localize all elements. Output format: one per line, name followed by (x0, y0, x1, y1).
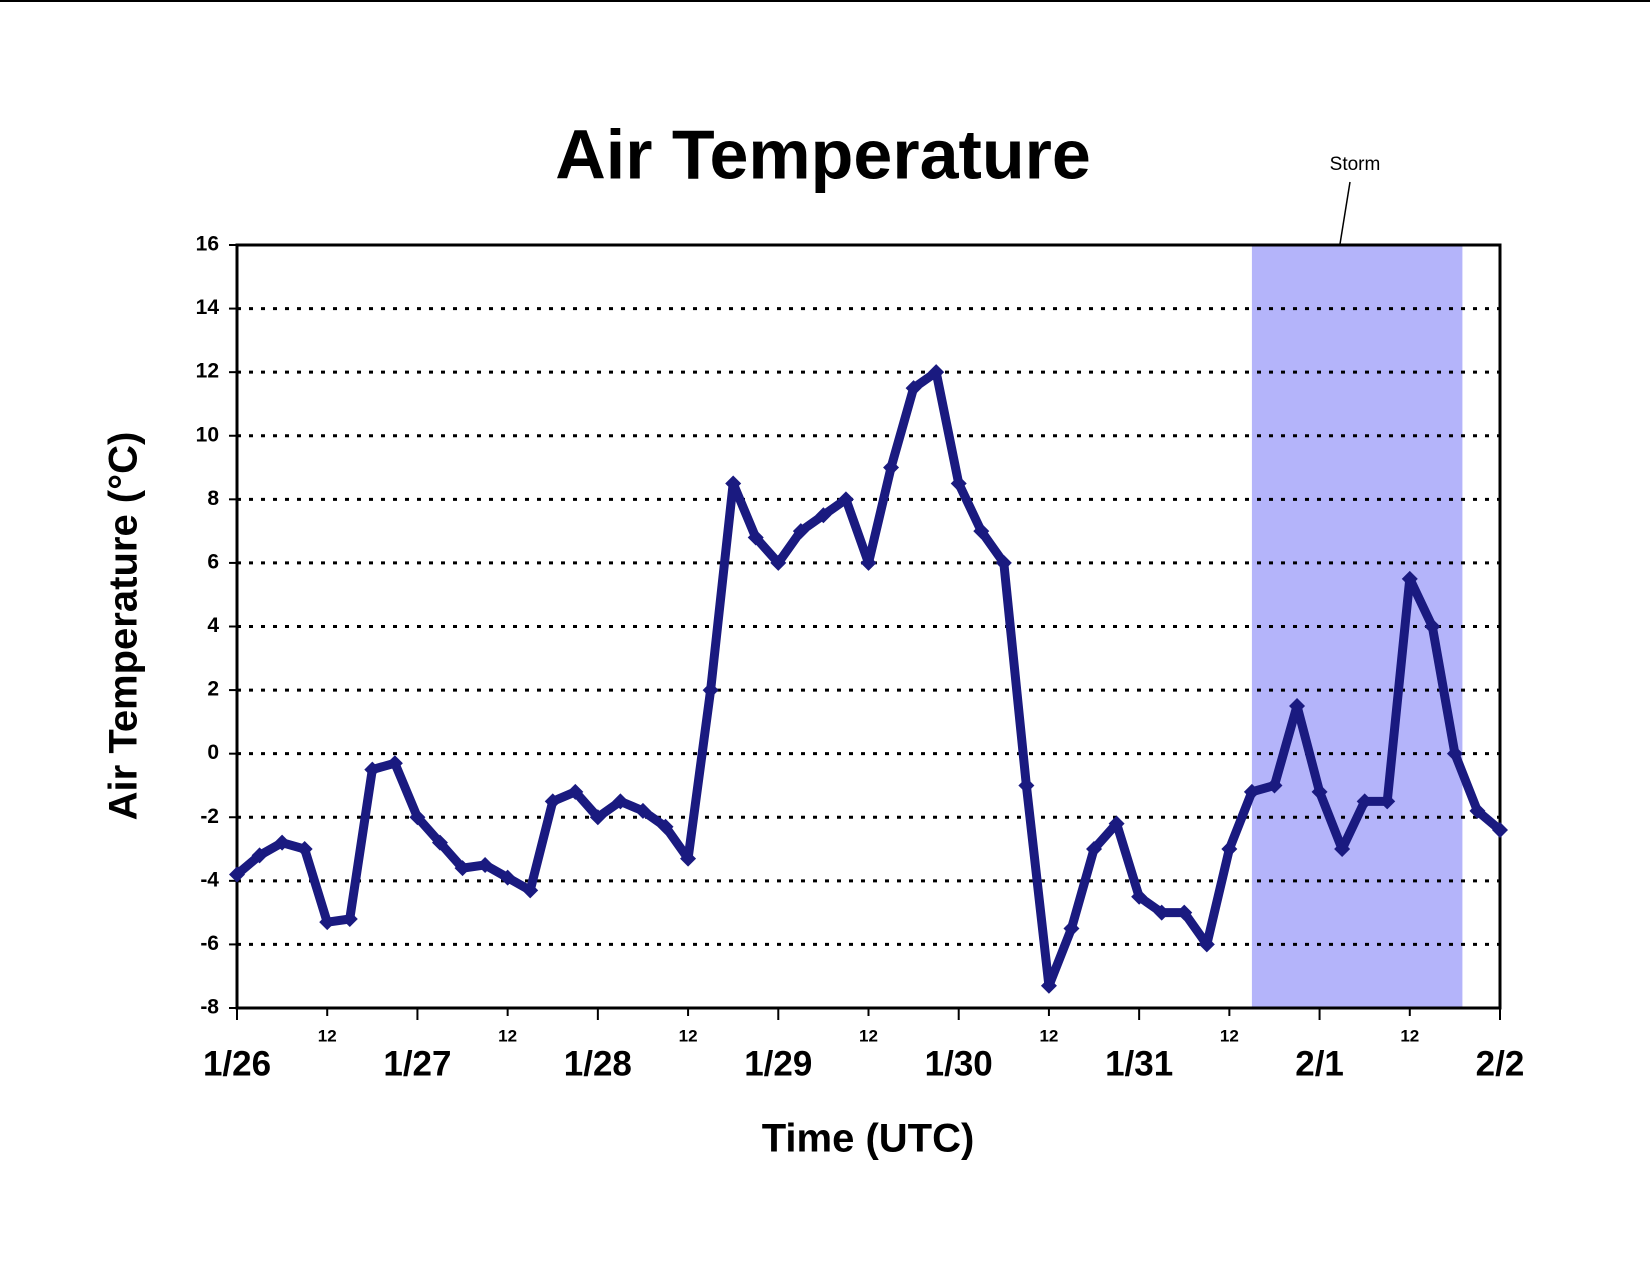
data-point (544, 793, 561, 810)
data-point (860, 554, 877, 571)
data-point (747, 529, 764, 546)
data-point (1108, 815, 1125, 832)
data-point (1469, 802, 1486, 819)
data-point (883, 459, 900, 476)
data-point (229, 866, 245, 883)
y-tick-label: 4 (207, 614, 219, 637)
x-tick-label: 12 (1220, 1026, 1239, 1045)
data-point (1198, 936, 1215, 953)
y-tick-label: 2 (207, 678, 219, 701)
y-tick-label: 16 (196, 233, 219, 256)
y-tick-label: 6 (207, 550, 219, 573)
data-point (1131, 888, 1148, 905)
x-tick-label: 1/28 (564, 1044, 632, 1083)
data-point (973, 523, 990, 540)
y-tick-label: 8 (207, 487, 219, 510)
data-point (296, 841, 313, 858)
data-point (386, 755, 403, 772)
data-point (1018, 777, 1035, 794)
data-point (702, 682, 719, 699)
x-tick-label: 12 (318, 1026, 337, 1045)
data-point (1243, 783, 1260, 800)
x-tick-label: 12 (498, 1026, 517, 1045)
x-tick-label: 1/26 (203, 1044, 271, 1083)
data-point (905, 380, 922, 397)
x-tick-label: 2/2 (1476, 1044, 1525, 1083)
x-tick-label: 12 (859, 1026, 878, 1045)
data-point (589, 809, 606, 826)
data-point (634, 802, 651, 819)
y-tick-label: 12 (196, 360, 219, 383)
data-point (1289, 697, 1306, 714)
data-point (477, 856, 494, 873)
data-point (1311, 783, 1328, 800)
data-point (612, 793, 629, 810)
data-point (950, 475, 967, 492)
data-point (725, 475, 742, 492)
storm-pointer (1339, 181, 1351, 245)
y-tick-label: 10 (196, 423, 219, 446)
chart-title: Air Temperature (555, 115, 1091, 193)
data-point (1379, 793, 1396, 810)
plot-frame (235, 243, 1502, 1010)
data-point (499, 869, 516, 886)
x-axis-label: Time (UTC) (762, 1117, 975, 1161)
data-point (274, 834, 291, 851)
data-point (431, 834, 448, 851)
x-tick-label: 12 (679, 1026, 698, 1045)
y-tick-label: -2 (200, 805, 219, 828)
data-point (1086, 841, 1103, 858)
x-tick-label: 12 (1400, 1026, 1419, 1045)
data-point (251, 847, 268, 864)
data-point (567, 783, 584, 800)
data-point (1492, 821, 1508, 838)
y-axis-label: Air Temperature (°C) (102, 432, 146, 821)
y-tick-label: -6 (200, 932, 219, 955)
y-tick-label: 0 (207, 741, 219, 764)
data-point (409, 809, 426, 826)
data-point (1040, 977, 1057, 994)
y-tick-label: -8 (200, 996, 219, 1019)
data-point (319, 914, 336, 931)
data-point (522, 882, 539, 899)
x-tick-label: 1/27 (383, 1044, 451, 1083)
data-point (1266, 777, 1283, 794)
data-point (928, 364, 945, 381)
data-point (364, 761, 381, 778)
data-point (1063, 920, 1080, 937)
data-point (837, 491, 854, 508)
data-point (1356, 793, 1373, 810)
x-tick-label: 12 (1039, 1026, 1058, 1045)
y-tick-label: 14 (196, 296, 220, 319)
data-point (1401, 570, 1418, 587)
x-tick-label: 1/29 (744, 1044, 812, 1083)
data-point (1424, 618, 1441, 635)
y-tick-label: -4 (200, 868, 219, 891)
data-point (792, 523, 809, 540)
data-point (1153, 904, 1170, 921)
data-point (1446, 745, 1463, 762)
data-point (995, 554, 1012, 571)
x-tick-label: 1/31 (1105, 1044, 1173, 1083)
storm-label: Storm (1330, 154, 1381, 175)
x-tick-label: 1/30 (925, 1044, 993, 1083)
data-point (770, 554, 787, 571)
x-tick-label: 2/1 (1295, 1044, 1344, 1083)
data-point (341, 910, 358, 927)
data-point (680, 850, 697, 867)
data-point (1176, 904, 1193, 921)
data-point (1334, 841, 1351, 858)
data-point (815, 507, 832, 524)
data-point (1221, 841, 1238, 858)
data-point (657, 818, 674, 835)
data-point (454, 860, 471, 877)
